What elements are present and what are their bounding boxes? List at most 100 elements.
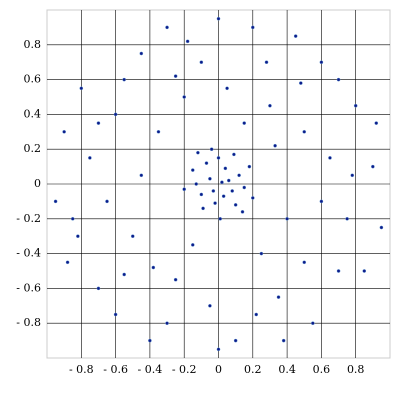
- point: [62, 129, 66, 134]
- x-tick-label: - 0.4: [138, 363, 163, 376]
- y-tick-label: 0.6: [24, 73, 42, 86]
- y-tick-label: - 0.4: [16, 247, 41, 260]
- y-tick-label: 0: [34, 177, 41, 190]
- y-tick-label: 0.4: [24, 107, 42, 120]
- point: [209, 147, 214, 151]
- point: [336, 269, 341, 273]
- point: [302, 129, 307, 134]
- point: [194, 182, 199, 186]
- point: [223, 166, 228, 171]
- point: [204, 161, 209, 165]
- point: [139, 173, 144, 178]
- x-tick-label: - 0.2: [172, 363, 197, 376]
- point: [156, 129, 161, 134]
- point: [151, 265, 156, 270]
- x-tick-label: - 0.8: [69, 363, 94, 376]
- point: [242, 121, 247, 125]
- point: [353, 103, 358, 108]
- point: [190, 168, 195, 172]
- point: [201, 206, 205, 211]
- point: [242, 185, 247, 190]
- point: [113, 112, 118, 117]
- point: [350, 173, 355, 178]
- x-tick-label: 0.8: [347, 363, 365, 376]
- point: [190, 243, 195, 247]
- point: [281, 338, 286, 343]
- point: [225, 86, 229, 91]
- x-tick-label: 0.2: [244, 363, 262, 376]
- point: [374, 121, 379, 125]
- point: [148, 338, 152, 343]
- point: [240, 210, 245, 214]
- point: [216, 347, 221, 352]
- point: [285, 216, 289, 221]
- point: [319, 60, 324, 65]
- point: [220, 180, 224, 185]
- point: [165, 321, 169, 326]
- point: [232, 152, 236, 157]
- point: [336, 77, 341, 82]
- point: [211, 189, 216, 193]
- point: [173, 277, 178, 282]
- point: [259, 251, 264, 256]
- point: [113, 312, 118, 317]
- point: [371, 164, 375, 169]
- x-tick-label: 0.6: [313, 363, 331, 376]
- point: [311, 321, 315, 326]
- point: [122, 77, 126, 82]
- point: [79, 86, 84, 91]
- y-tick-label: - 0.2: [16, 212, 41, 225]
- point: [319, 199, 324, 204]
- point: [105, 199, 109, 204]
- point: [70, 216, 75, 221]
- point: [182, 187, 186, 192]
- point: [264, 60, 269, 65]
- point: [293, 34, 298, 38]
- x-tick-label: 0: [215, 363, 222, 376]
- point: [273, 143, 277, 148]
- point: [76, 234, 80, 238]
- point: [268, 103, 272, 108]
- point: [96, 286, 101, 291]
- point: [254, 312, 259, 317]
- point: [302, 260, 307, 265]
- point: [216, 16, 221, 21]
- point: [230, 189, 235, 193]
- point: [345, 216, 349, 221]
- point: [276, 295, 281, 299]
- point: [65, 260, 70, 265]
- y-tick-label: - 0.6: [16, 281, 41, 294]
- point: [233, 338, 238, 343]
- x-tick-label: 0.4: [278, 363, 296, 376]
- point: [88, 156, 92, 160]
- point: [199, 60, 204, 65]
- point: [199, 192, 204, 197]
- y-tick-label: 0.2: [24, 142, 42, 155]
- point: [208, 303, 212, 308]
- point: [237, 173, 241, 178]
- point: [299, 81, 303, 85]
- y-tick-label: 0.8: [24, 38, 42, 51]
- point: [233, 203, 238, 207]
- point: [53, 199, 58, 204]
- point: [173, 74, 178, 78]
- point: [221, 194, 226, 198]
- point: [250, 25, 255, 30]
- point: [196, 150, 200, 155]
- point: [182, 95, 186, 99]
- point: [218, 216, 223, 221]
- point: [247, 164, 252, 169]
- point: [226, 178, 231, 183]
- point: [208, 176, 212, 181]
- y-tick-label: - 0.8: [16, 316, 41, 329]
- point: [139, 51, 144, 56]
- point: [216, 156, 221, 160]
- point: [130, 234, 135, 238]
- point: [96, 121, 101, 125]
- point: [379, 225, 384, 230]
- point: [185, 39, 190, 44]
- point: [328, 156, 332, 160]
- point: [213, 201, 217, 205]
